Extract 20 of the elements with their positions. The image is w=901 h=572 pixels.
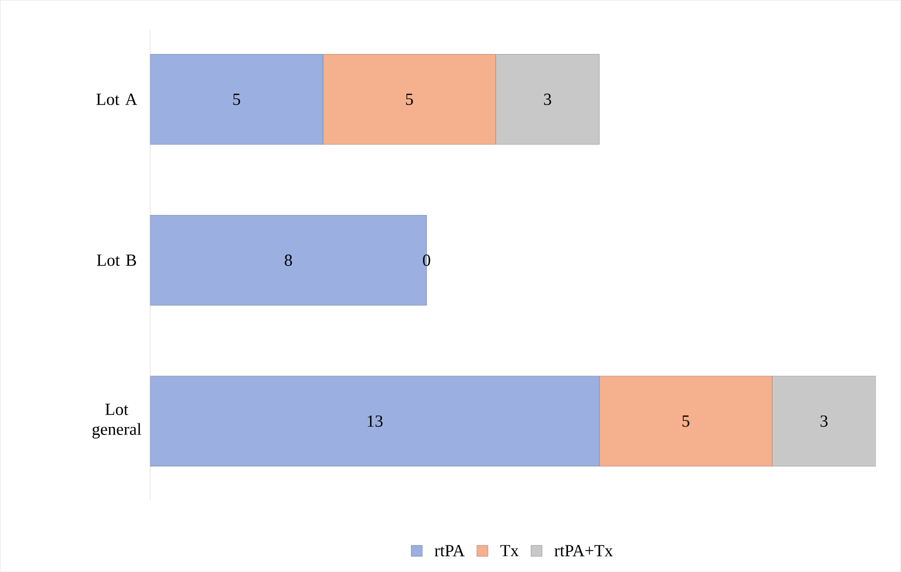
legend-label: rtPA+Tx bbox=[554, 544, 613, 556]
data-label: 8 bbox=[284, 254, 292, 266]
data-label: 5 bbox=[233, 94, 240, 105]
bar bbox=[150, 376, 600, 466]
data-label: 3 bbox=[820, 415, 828, 427]
y-tick-label: Lot general bbox=[92, 404, 142, 438]
data-label: 13 bbox=[368, 415, 383, 427]
data-label: 5 bbox=[406, 94, 413, 105]
bar bbox=[150, 54, 324, 145]
legend-label: rtPA bbox=[434, 544, 465, 556]
legend-label: Tx bbox=[500, 545, 519, 556]
bar bbox=[772, 376, 876, 466]
data-label: 5 bbox=[682, 415, 690, 427]
bar bbox=[599, 376, 772, 466]
data-label: 3 bbox=[544, 94, 552, 105]
bar bbox=[322, 54, 496, 145]
data-label: 0 bbox=[422, 254, 430, 266]
y-tick-label: Lot A bbox=[96, 94, 138, 105]
bar bbox=[495, 54, 600, 145]
y-tick-label: Lot B bbox=[96, 254, 136, 266]
